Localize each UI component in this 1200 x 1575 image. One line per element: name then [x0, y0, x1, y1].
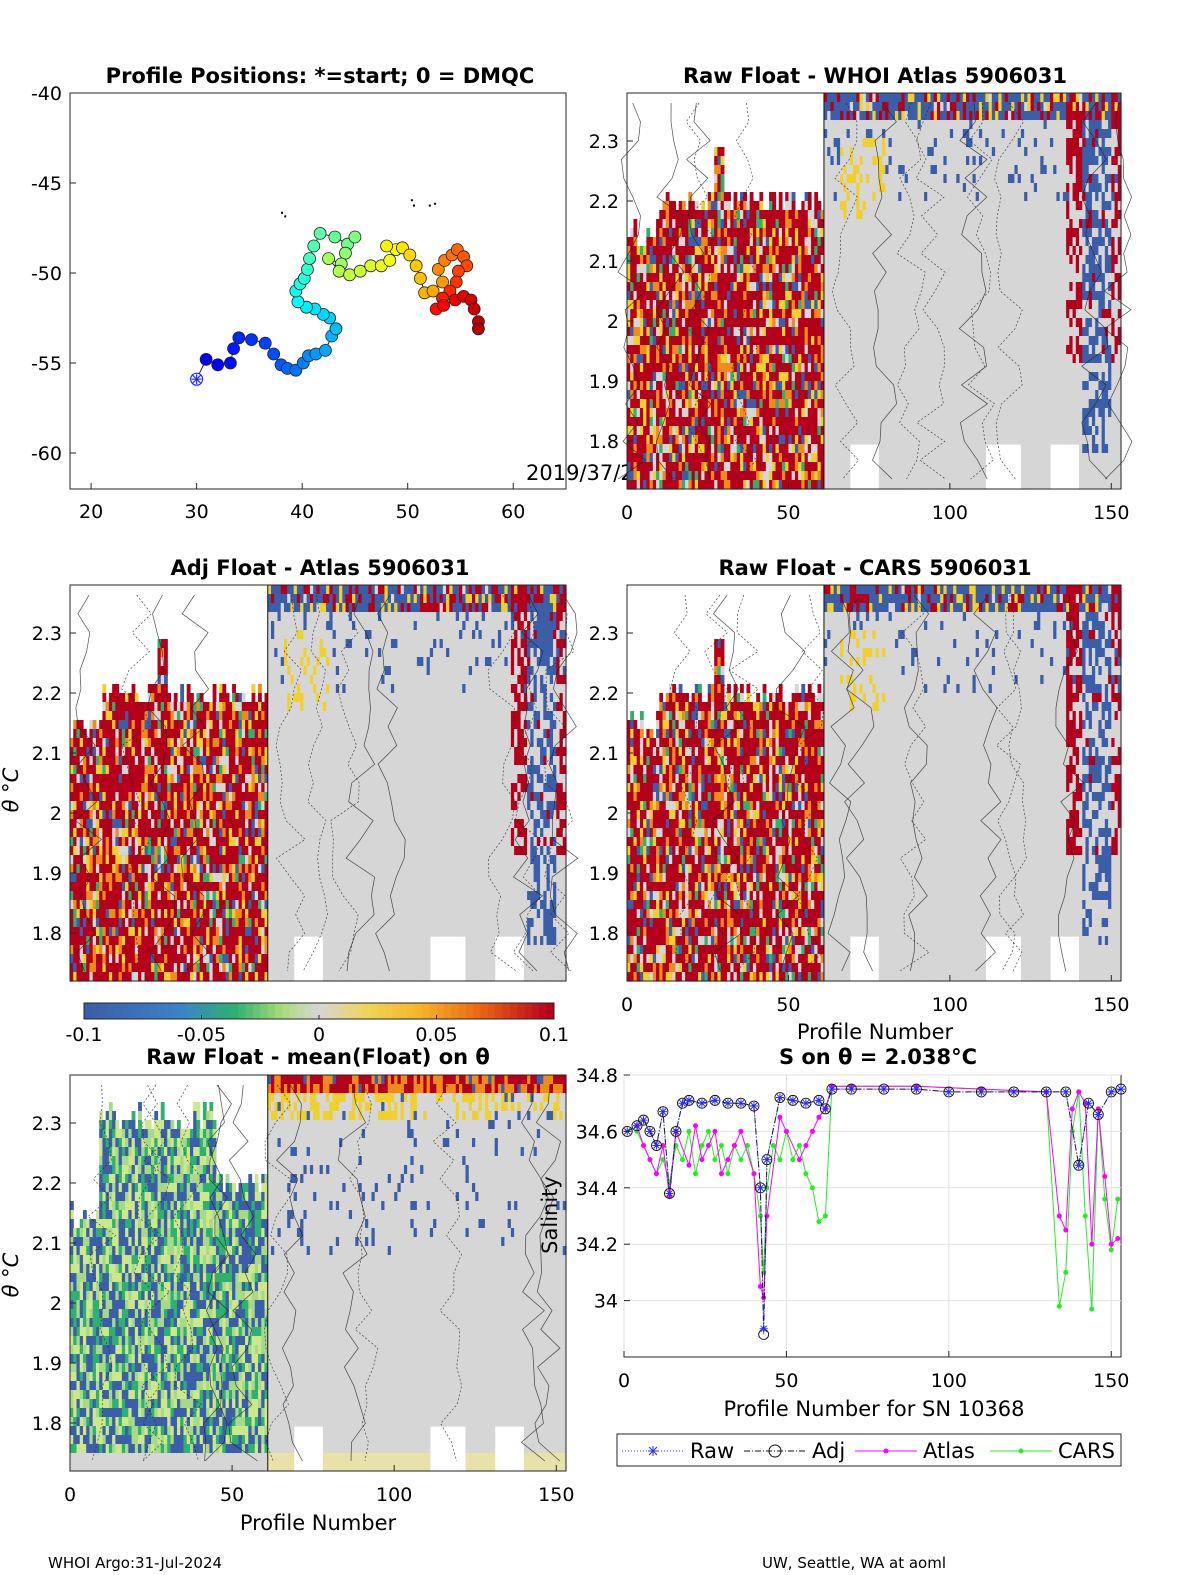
profile-point: [410, 260, 422, 272]
positions-yticks: -40 -45 -50 -55 -60: [31, 83, 76, 465]
y-tick-label: -40: [31, 83, 62, 105]
speck: [434, 203, 436, 205]
y-tick-label: -60: [31, 443, 62, 465]
heatmap-cell: [721, 147, 725, 157]
heatmap-cell: [695, 201, 699, 211]
profile-point: [404, 249, 416, 261]
heatmap-cell: [772, 201, 776, 211]
profile-point: [233, 332, 245, 344]
speck: [284, 215, 286, 217]
heatmap-cell: [727, 201, 731, 211]
heatmap-cell: [779, 201, 783, 211]
positions-axes: [70, 93, 566, 489]
profile-point: [381, 240, 393, 252]
heatmap-cell: [750, 192, 754, 202]
profile-point: [319, 344, 331, 356]
x-tick-label: 30: [185, 501, 209, 523]
x-tick-label: 40: [290, 501, 314, 523]
x-tick-label: 50: [396, 501, 420, 523]
profile-point: [304, 253, 316, 265]
panel-raw-whoi: Raw Float - WHOI Atlas 5906031 2.32.22.1…: [589, 64, 1132, 524]
speck: [281, 212, 283, 214]
profile-point: [472, 323, 484, 335]
profile-point: [308, 240, 320, 252]
profile-point: [212, 359, 224, 371]
profile-point: [339, 247, 351, 259]
heatmap-cell: [701, 201, 705, 211]
profile-point: [228, 343, 240, 355]
heatmap-cell: [759, 192, 763, 202]
profile-point: [314, 227, 326, 239]
heatmap-cell: [682, 201, 686, 211]
heatmap-cell: [779, 192, 783, 202]
profile-point: [438, 299, 450, 311]
start-star: [192, 374, 202, 384]
raw-whoi-title: Raw Float - WHOI Atlas 5906031: [683, 64, 1067, 88]
speck: [429, 205, 431, 207]
profile-point: [224, 357, 236, 369]
speck: [411, 199, 413, 201]
profile-point: [349, 231, 361, 243]
heatmap-cell: [792, 192, 796, 202]
heatmap-cell: [734, 192, 738, 202]
heatmap-cell: [721, 165, 725, 175]
y-tick-label: -50: [31, 263, 62, 285]
heatmap-cell: [727, 192, 731, 202]
raw-whoi-heatmap: [618, 93, 1132, 490]
profile-point: [330, 323, 342, 335]
heatmap-cell: [666, 192, 670, 202]
heatmap-cell: [759, 201, 763, 211]
heatmap-cell: [721, 174, 725, 184]
heatmap-cell: [721, 156, 725, 166]
panel-positions: Profile Positions: *=start; 0 = DMQC -40…: [31, 64, 647, 523]
heatmap-cell: [721, 183, 725, 193]
y-tick-label: -55: [31, 353, 62, 375]
profile-point: [268, 348, 280, 360]
heatmap-cell: [792, 201, 796, 211]
profile-point: [384, 254, 396, 266]
profile-point: [259, 337, 271, 349]
figure-canvas: Profile Positions: *=start; 0 = DMQC -40…: [0, 0, 1200, 1575]
profile-point: [301, 263, 313, 275]
heatmap-cell: [633, 219, 637, 229]
profile-point: [468, 303, 480, 315]
speck: [413, 205, 415, 207]
positions-title: Profile Positions: *=start; 0 = DMQC: [106, 64, 535, 88]
heatmap-cell: [772, 192, 776, 202]
profile-point: [452, 265, 464, 277]
profile-point: [292, 296, 304, 308]
heatmap-cell: [633, 228, 637, 238]
profile-point: [246, 334, 258, 346]
y-tick-label: -45: [31, 173, 62, 195]
profile-point: [329, 231, 341, 243]
profile-point: [414, 272, 426, 284]
profile-point: [323, 253, 335, 265]
heatmap-cell: [646, 228, 650, 238]
profile-point: [200, 353, 212, 365]
x-tick-label: 20: [79, 501, 103, 523]
x-tick-label: 60: [501, 501, 525, 523]
profile-point: [354, 265, 366, 277]
